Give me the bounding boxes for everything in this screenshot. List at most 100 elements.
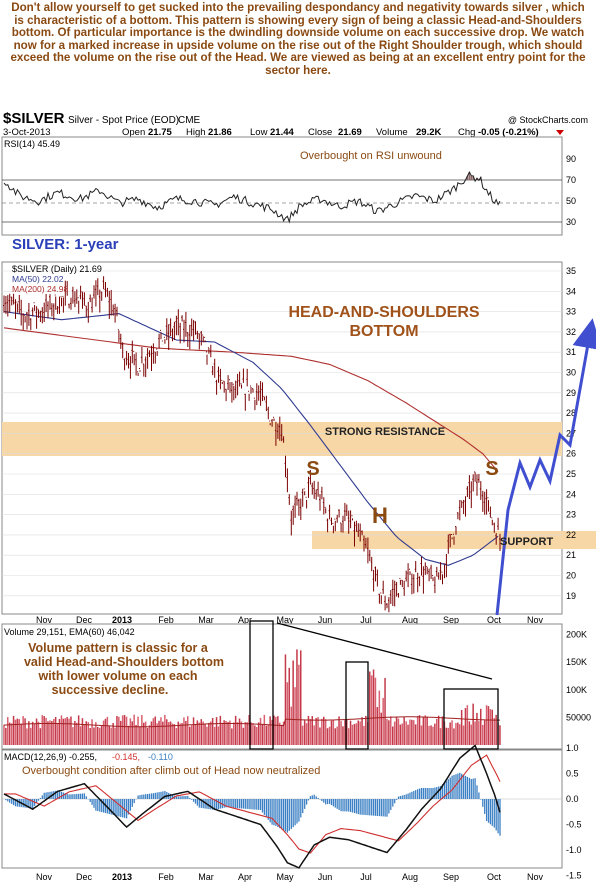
volume-annotation-1: Volume pattern is classic for a bbox=[28, 641, 209, 655]
volume-bar bbox=[311, 716, 313, 745]
x-axis-label: Sep bbox=[443, 615, 459, 625]
volume-bar bbox=[41, 715, 43, 745]
volume-bar bbox=[91, 719, 93, 745]
x-axis-label: Nov bbox=[36, 872, 53, 882]
symbol-description: Silver - Spot Price (EOD) bbox=[68, 115, 179, 126]
volume-bar bbox=[445, 727, 448, 745]
volume-bar bbox=[257, 722, 260, 745]
volume-bar bbox=[156, 723, 158, 745]
volume-bar bbox=[173, 724, 176, 745]
volume-bar bbox=[114, 727, 116, 745]
volume-bar bbox=[330, 720, 333, 745]
volume-bar bbox=[31, 721, 34, 745]
price-tick-label: 23 bbox=[566, 510, 576, 520]
volume-bar bbox=[495, 714, 497, 745]
volume-bar bbox=[405, 721, 407, 745]
volume-annotation-2: valid Head-and-Shoulders bottom bbox=[24, 655, 224, 669]
volume-bar bbox=[244, 722, 246, 745]
volume-bar bbox=[189, 726, 191, 745]
x-axis-label: Oct bbox=[487, 615, 502, 625]
volume-bar bbox=[275, 716, 277, 745]
volume-bar bbox=[43, 716, 45, 745]
volume-bar bbox=[70, 716, 72, 745]
volume-bar bbox=[133, 714, 135, 745]
volume-bar bbox=[284, 654, 287, 745]
volume-bar bbox=[54, 717, 57, 745]
chart-canvas: $SILVER Silver - Spot Price (EOD) CME @ … bbox=[1, 110, 596, 882]
chg-value: -0.05 (-0.21%) bbox=[478, 127, 539, 138]
volume-bar bbox=[169, 721, 172, 745]
volume-bar bbox=[250, 722, 252, 745]
volume-bar bbox=[106, 716, 109, 745]
x-axis-label: May bbox=[276, 615, 294, 625]
support-label: SUPPORT bbox=[500, 536, 553, 548]
volume-bar bbox=[328, 726, 331, 745]
volume-bar bbox=[85, 721, 87, 745]
volume-bar bbox=[5, 727, 7, 745]
rsi-tick-label: 30 bbox=[566, 217, 576, 227]
volume-bar bbox=[211, 718, 214, 745]
volume-bar bbox=[166, 719, 168, 745]
volume-bar bbox=[89, 728, 91, 745]
commentary-text: Don't allow yourself to get sucked into … bbox=[10, 1, 586, 77]
ma200-legend: MA(200) 24.98 bbox=[12, 284, 68, 294]
volume-bar bbox=[334, 728, 336, 745]
volume-bar bbox=[336, 726, 338, 745]
volume-bar bbox=[420, 725, 423, 745]
volume-bar bbox=[194, 724, 197, 745]
volume-annotation-4: successive decline. bbox=[52, 683, 169, 697]
close-label: Close bbox=[308, 127, 332, 138]
volume-bar bbox=[238, 718, 241, 745]
volume-bar bbox=[254, 725, 256, 745]
volume-bar bbox=[112, 723, 114, 745]
volume-bar bbox=[453, 728, 455, 745]
volume-bar bbox=[418, 715, 421, 745]
volume-tick-label: 100K bbox=[566, 685, 587, 695]
volume-bar bbox=[236, 722, 239, 745]
volume-bar bbox=[372, 669, 375, 745]
x-axis-label: Jul bbox=[360, 872, 372, 882]
volume-bar bbox=[144, 721, 147, 745]
volume-bar bbox=[187, 716, 189, 745]
price-tick-label: 30 bbox=[566, 367, 576, 377]
x-axis-label: Feb bbox=[158, 615, 174, 625]
volume-bar bbox=[407, 724, 409, 745]
x-axis-label: Apr bbox=[238, 872, 252, 882]
volume-bar bbox=[359, 721, 361, 745]
volume-annotation-3: with lower volume on each bbox=[37, 669, 197, 683]
volume-bar bbox=[436, 718, 438, 745]
volume-bar bbox=[300, 650, 302, 745]
volume-bar bbox=[309, 719, 312, 745]
volume-bar bbox=[210, 721, 212, 745]
price-legend: $SILVER (Daily) 21.69 bbox=[12, 264, 102, 274]
volume-bar bbox=[72, 727, 74, 745]
x-axis-label: Jul bbox=[360, 615, 372, 625]
rsi-label: RSI(14) 45.49 bbox=[4, 139, 60, 149]
volume-bar bbox=[202, 721, 204, 745]
volume-bar bbox=[154, 716, 156, 745]
volume-bar bbox=[120, 720, 122, 745]
volume-bar bbox=[164, 714, 166, 745]
volume-bar bbox=[282, 721, 285, 745]
volume-bar bbox=[104, 718, 107, 745]
volume-bar bbox=[58, 719, 61, 745]
macd-tick-label: -1.5 bbox=[566, 871, 582, 881]
ma50-line bbox=[3, 311, 499, 566]
volume-bar bbox=[273, 715, 275, 745]
rsi-tick-label: 90 bbox=[566, 154, 576, 164]
chg-down-icon bbox=[556, 130, 564, 135]
volume-bar bbox=[382, 697, 384, 745]
volume-bar bbox=[265, 725, 268, 745]
x-axis-label: Sep bbox=[443, 872, 459, 882]
volume-bar bbox=[296, 649, 298, 745]
volume-bar bbox=[148, 725, 151, 745]
x-axis-label: Feb bbox=[158, 872, 174, 882]
volume-box-head bbox=[345, 661, 369, 750]
volume-bar bbox=[33, 723, 36, 745]
volume-bar bbox=[455, 723, 457, 745]
volume-bar bbox=[47, 721, 49, 745]
volume-bar bbox=[349, 720, 352, 745]
price-tick-label: 26 bbox=[566, 449, 576, 459]
pattern-title-line2: BOTTOM bbox=[349, 323, 418, 340]
volume-bar bbox=[489, 709, 492, 745]
